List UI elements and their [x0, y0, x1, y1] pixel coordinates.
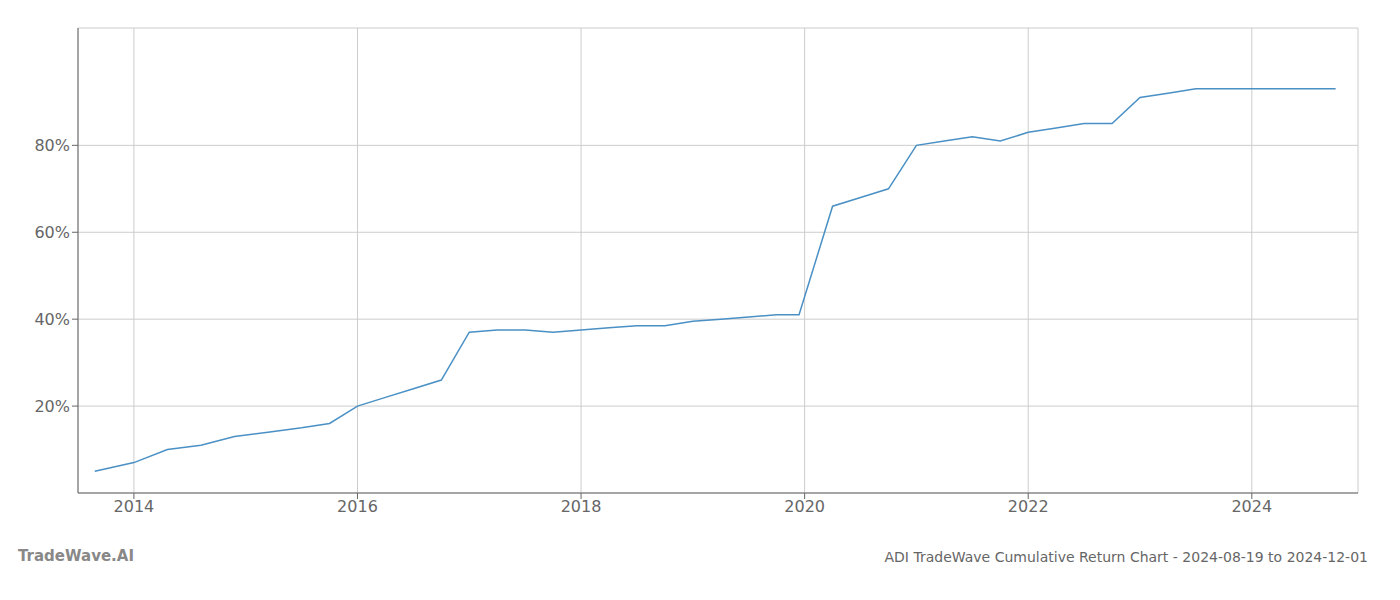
svg-text:2020: 2020: [784, 497, 825, 516]
html-text:ADI TradeWave Cumulative Retur: ADI TradeWave Cumulative Return Chart - …: [884, 549, 1368, 565]
svg-text:20%: 20%: [34, 397, 70, 416]
svg-text:60%: 60%: [34, 223, 70, 242]
svg-text:2024: 2024: [1231, 497, 1272, 516]
svg-text:40%: 40%: [34, 310, 70, 329]
svg-text:80%: 80%: [34, 136, 70, 155]
svg-text:2016: 2016: [337, 497, 378, 516]
svg-text:2022: 2022: [1008, 497, 1049, 516]
svg-text:2014: 2014: [114, 497, 155, 516]
svg-text:2018: 2018: [561, 497, 602, 516]
html-text:TradeWave.AI: TradeWave.AI: [18, 547, 134, 565]
